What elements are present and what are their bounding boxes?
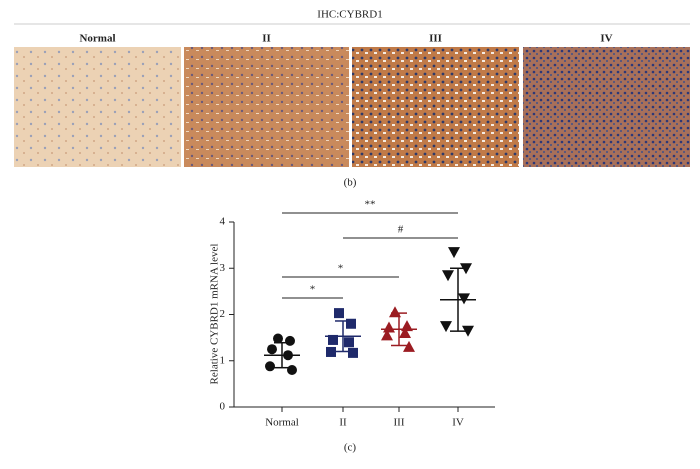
panel-title: IHC:CYBRD1: [317, 9, 382, 21]
data-point: [462, 325, 474, 337]
data-point: [328, 334, 338, 345]
panel-label: Normal: [79, 33, 115, 45]
significance-label: #: [398, 224, 404, 236]
data-point: [458, 293, 470, 305]
y-axis-label: Relative CYBRD1 mRNA level: [209, 244, 221, 385]
data-point: [334, 308, 344, 319]
data-point: [285, 335, 295, 346]
data-point: [287, 365, 297, 375]
caption: (b): [344, 177, 357, 189]
ihc-image: [14, 47, 181, 167]
y-tick-label: 2: [220, 308, 226, 320]
panel-label: IV: [600, 33, 612, 45]
data-point: [440, 321, 452, 333]
data-point: [344, 337, 354, 348]
x-tick-label: IV: [452, 417, 464, 429]
ihc-image: [352, 47, 519, 167]
data-point: [265, 361, 275, 372]
significance-label: *: [310, 284, 316, 296]
y-tick-label: 0: [220, 401, 226, 413]
data-point: [267, 344, 277, 355]
x-tick-label: Normal: [265, 417, 299, 429]
ihc-panels: Normal II III IV: [14, 33, 690, 167]
data-point: [401, 320, 413, 332]
panel-label: III: [429, 33, 442, 45]
data-point: [326, 346, 336, 357]
significance-label: **: [365, 199, 376, 211]
data-point: [448, 247, 460, 259]
data-point: [442, 270, 454, 282]
significance-label: *: [338, 263, 344, 275]
data-point: [273, 333, 283, 344]
data-point: [383, 321, 395, 333]
panel-label: II: [262, 33, 271, 45]
ihc-image: [523, 47, 690, 167]
caption: (c): [344, 442, 357, 454]
y-tick-label: 3: [220, 262, 226, 274]
x-tick-label: III: [394, 417, 405, 429]
data-point: [403, 340, 415, 352]
data-point: [389, 306, 401, 318]
y-tick-label: 1: [220, 354, 226, 366]
data-point: [399, 327, 411, 338]
data-point: [348, 347, 358, 358]
data-point: [346, 318, 356, 329]
data-point: [460, 263, 472, 275]
ihc-image: [184, 47, 349, 167]
y-tick-label: 4: [220, 216, 226, 228]
x-tick-label: II: [339, 417, 347, 429]
data-point: [381, 329, 393, 341]
